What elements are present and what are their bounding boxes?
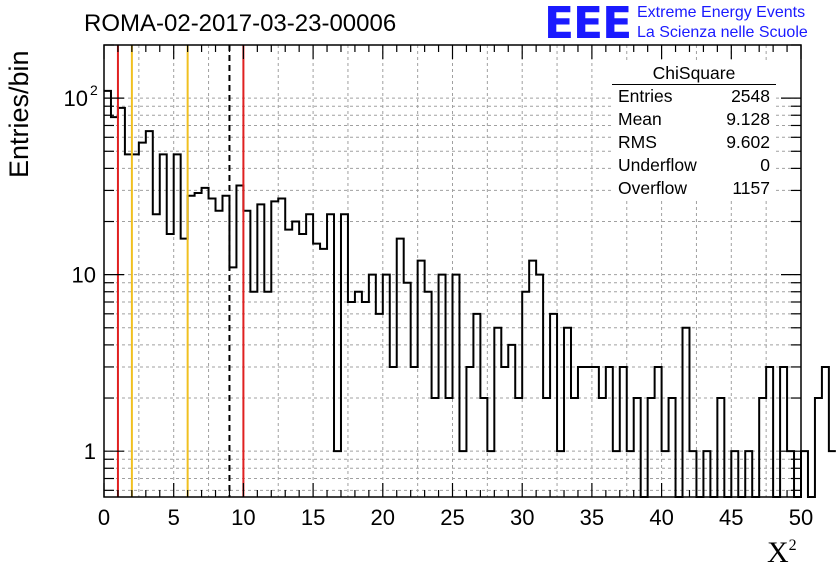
- stats-value: 2548: [731, 86, 770, 106]
- x-tick-label: 5: [168, 505, 180, 530]
- x-tick-label: 50: [789, 505, 813, 530]
- stats-label: Overflow: [618, 178, 688, 198]
- x-tick-label: 30: [510, 505, 534, 530]
- stats-value: 1157: [732, 178, 770, 198]
- x-axis-label: X2: [767, 536, 797, 570]
- logo-caption: Extreme Energy Events La Scienza nelle S…: [637, 3, 808, 43]
- stats-row: Overflow 1157: [612, 177, 776, 200]
- stats-title: ChiSquare: [612, 62, 776, 85]
- stats-box: ChiSquare Entries 2548 Mean 9.128 RMS 9.602…: [612, 62, 776, 200]
- x-tick-label: 35: [580, 505, 604, 530]
- x-tick-label: 15: [301, 505, 325, 530]
- stats-label: Mean: [618, 109, 662, 129]
- y-tick-label: 10: [72, 263, 96, 288]
- stats-value: 9.128: [726, 109, 770, 129]
- stats-row: RMS 9.602: [612, 131, 776, 154]
- x-axis-label-base: X: [767, 536, 789, 569]
- y-tick-label: 1: [84, 439, 96, 464]
- stats-value: 0: [760, 155, 770, 175]
- stats-row: Mean 9.128: [612, 108, 776, 131]
- stats-label: Underflow: [618, 155, 697, 175]
- chart-title: ROMA-02-2017-03-23-00006: [84, 10, 397, 37]
- logo-caption-line1: Extreme Energy Events: [637, 4, 806, 21]
- y-tick-label: 10: [64, 86, 88, 111]
- logo-caption-line2: La Scienza nelle Scuole: [637, 24, 808, 41]
- stats-row: Entries 2548: [612, 85, 776, 108]
- x-tick-label: 25: [440, 505, 464, 530]
- x-tick-label: 0: [98, 505, 110, 530]
- y-tick-label-sup: 2: [90, 82, 98, 98]
- eee-logo: EEE: [544, 0, 632, 49]
- stats-row: Underflow 0: [612, 154, 776, 177]
- y-axis-label: Entries/bin: [4, 50, 34, 178]
- stats-label: Entries: [618, 86, 673, 106]
- x-tick-label: 40: [649, 505, 673, 530]
- x-tick-label: 10: [231, 505, 255, 530]
- stats-label: RMS: [618, 132, 657, 152]
- x-tick-label: 20: [371, 505, 395, 530]
- stats-value: 9.602: [726, 132, 770, 152]
- x-tick-label: 45: [719, 505, 743, 530]
- x-axis-label-sup: 2: [788, 537, 797, 554]
